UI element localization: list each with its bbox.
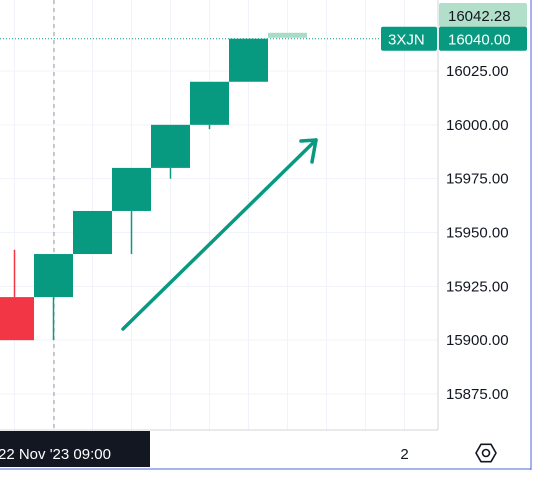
renko-brick-up: [73, 210, 112, 255]
arrow-shaft[interactable]: [121, 138, 318, 331]
y-tick-label: 15925.00: [446, 278, 509, 295]
price-axis[interactable]: 16025.00 16000.00 15975.00 15950.00 15925.00…: [437, 0, 540, 430]
gear-hex-icon[interactable]: [475, 443, 497, 463]
renko-brick-down: [0, 297, 34, 341]
y-tick-label: 15975.00: [446, 171, 509, 188]
y-tick-label: 15875.00: [446, 386, 509, 403]
price-badge-label: 16042.28: [448, 8, 511, 25]
y-tick-label: 15900.00: [446, 332, 509, 349]
renko-brick-up: [151, 124, 190, 168]
y-tick-label: 16025.00: [446, 63, 509, 80]
price-badge: [439, 3, 527, 27]
symbol-badge-label: 3XJN: [388, 32, 425, 49]
settings-button[interactable]: [475, 443, 497, 463]
arrow-head[interactable]: [299, 138, 318, 164]
gear-center: [481, 448, 491, 458]
renko-brick-up: [112, 167, 151, 211]
x-tick-label: 2: [400, 446, 408, 463]
grid: [0, 0, 438, 430]
renko-brick-up: [34, 254, 73, 298]
renko-brick-up: [229, 38, 268, 82]
price-badges: 16042.28 16040.00 3XJN: [381, 3, 527, 51]
y-tick-label: 15950.00: [446, 225, 509, 242]
price-axis-bg: [438, 0, 540, 430]
trend-arrow[interactable]: [121, 138, 318, 331]
right-edge: [527, 0, 540, 480]
renko-brick-up: [190, 81, 229, 125]
price-badge: [439, 26, 527, 51]
bricks: [0, 32, 307, 341]
crosshair-time-label: 22 Nov '23 09:00: [0, 446, 111, 463]
pending-brick: [268, 32, 307, 38]
crosshair-time-badge: [0, 431, 150, 467]
price-badge-label: 16040.00: [448, 32, 511, 49]
symbol-badge: [381, 26, 437, 51]
y-tick-label: 16000.00: [446, 117, 509, 134]
